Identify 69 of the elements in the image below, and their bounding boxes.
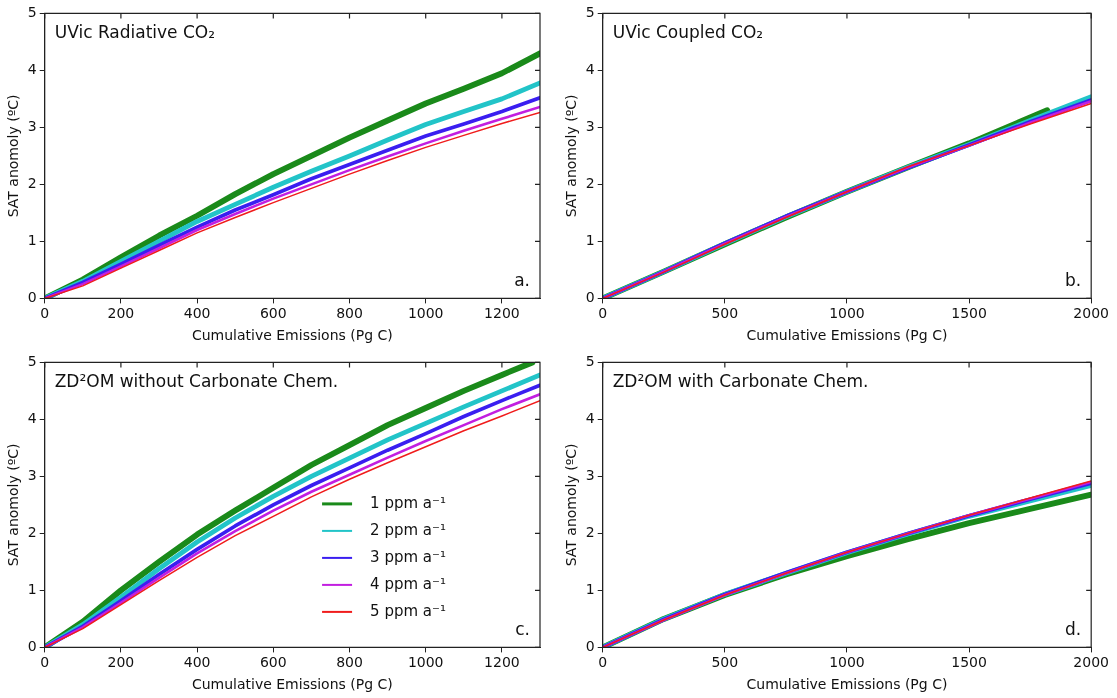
y-tick-label: 3 — [585, 118, 595, 135]
x-tick-label: 200 — [107, 654, 135, 671]
x-tick-label: 500 — [711, 305, 739, 322]
x-tick-label: 1000 — [829, 305, 865, 322]
x-tick-label: 0 — [598, 305, 608, 322]
y-tick-label: 0 — [585, 289, 595, 306]
x-axis-title: Cumulative Emissions (Pg C) — [746, 327, 948, 344]
x-tick-label: 1200 — [484, 305, 520, 322]
y-tick-label: 2 — [27, 524, 37, 541]
x-tick-label: 1500 — [951, 305, 987, 322]
annotation: c. — [515, 619, 530, 640]
x-tick-label: 500 — [711, 654, 739, 671]
x-tick-label: 600 — [259, 654, 287, 671]
text: UVic Coupled CO₂ — [612, 22, 764, 43]
annotation: b. — [1064, 270, 1082, 291]
legend-label: 3 ppm a⁻¹ — [370, 547, 446, 566]
y-tick-label: 1 — [585, 232, 595, 249]
y-axis-title: SAT anomoly (ºC) — [5, 443, 22, 567]
y-tick-label: 3 — [27, 118, 37, 135]
x-tick-label: 2000 — [1073, 654, 1110, 671]
x-tick-label: 1000 — [407, 654, 444, 671]
text: ZD²OM with Carbonate Chem. — [612, 371, 869, 392]
y-tick-label: 2 — [585, 524, 595, 541]
x-axis-title: Cumulative Emissions (Pg C) — [191, 327, 393, 344]
x-axis-title: Cumulative Emissions (Pg C) — [746, 676, 948, 693]
legend-label: 4 ppm a⁻¹ — [370, 574, 446, 593]
y-tick-label: 0 — [27, 289, 37, 306]
x-tick-label: 0 — [40, 305, 50, 322]
x-tick-label: 800 — [336, 305, 363, 322]
legend-label: 2 ppm a⁻¹ — [370, 520, 446, 539]
text: ZD²OM without Carbonate Chem. — [54, 371, 339, 392]
y-tick-label: 2 — [585, 175, 595, 192]
x-tick-label: 1000 — [407, 305, 444, 322]
y-tick-label: 5 — [27, 4, 37, 21]
y-tick-label: 1 — [27, 232, 37, 249]
x-tick-label: 600 — [259, 305, 287, 322]
y-tick-label: 1 — [27, 581, 37, 598]
y-axis-title: SAT anomoly (ºC) — [563, 94, 580, 218]
y-tick-label: 4 — [585, 61, 595, 78]
y-tick-label: 5 — [27, 353, 37, 370]
y-tick-label: 3 — [585, 467, 595, 484]
legend-label: 5 ppm a⁻¹ — [370, 601, 446, 620]
y-axis-title: SAT anomoly (ºC) — [5, 94, 22, 218]
x-tick-label: 0 — [40, 654, 50, 671]
y-tick-label: 5 — [585, 353, 595, 370]
x-tick-label: 2000 — [1073, 305, 1110, 322]
x-tick-label: 1000 — [829, 654, 865, 671]
x-tick-label: 1500 — [951, 654, 987, 671]
y-tick-label: 4 — [585, 410, 595, 427]
x-tick-label: 1200 — [484, 654, 520, 671]
x-tick-label: 800 — [336, 654, 363, 671]
x-axis-title: Cumulative Emissions (Pg C) — [191, 676, 393, 693]
annotation: d. — [1064, 619, 1082, 640]
y-tick-label: 0 — [27, 638, 37, 655]
text: UVic Radiative CO₂ — [54, 22, 216, 43]
y-tick-label: 4 — [27, 61, 37, 78]
y-tick-label: 3 — [27, 467, 37, 484]
annotation: a. — [514, 270, 530, 291]
y-tick-label: 2 — [27, 175, 37, 192]
x-tick-label: 200 — [107, 305, 135, 322]
y-tick-label: 0 — [585, 638, 595, 655]
y-tick-label: 5 — [585, 4, 595, 21]
x-tick-label: 400 — [183, 654, 211, 671]
x-tick-label: 0 — [598, 654, 608, 671]
legend-label: 1 ppm a⁻¹ — [370, 493, 446, 512]
y-axis-title: SAT anomoly (ºC) — [563, 443, 580, 567]
y-tick-label: 4 — [27, 410, 37, 427]
x-tick-label: 400 — [183, 305, 211, 322]
y-tick-label: 1 — [585, 581, 595, 598]
